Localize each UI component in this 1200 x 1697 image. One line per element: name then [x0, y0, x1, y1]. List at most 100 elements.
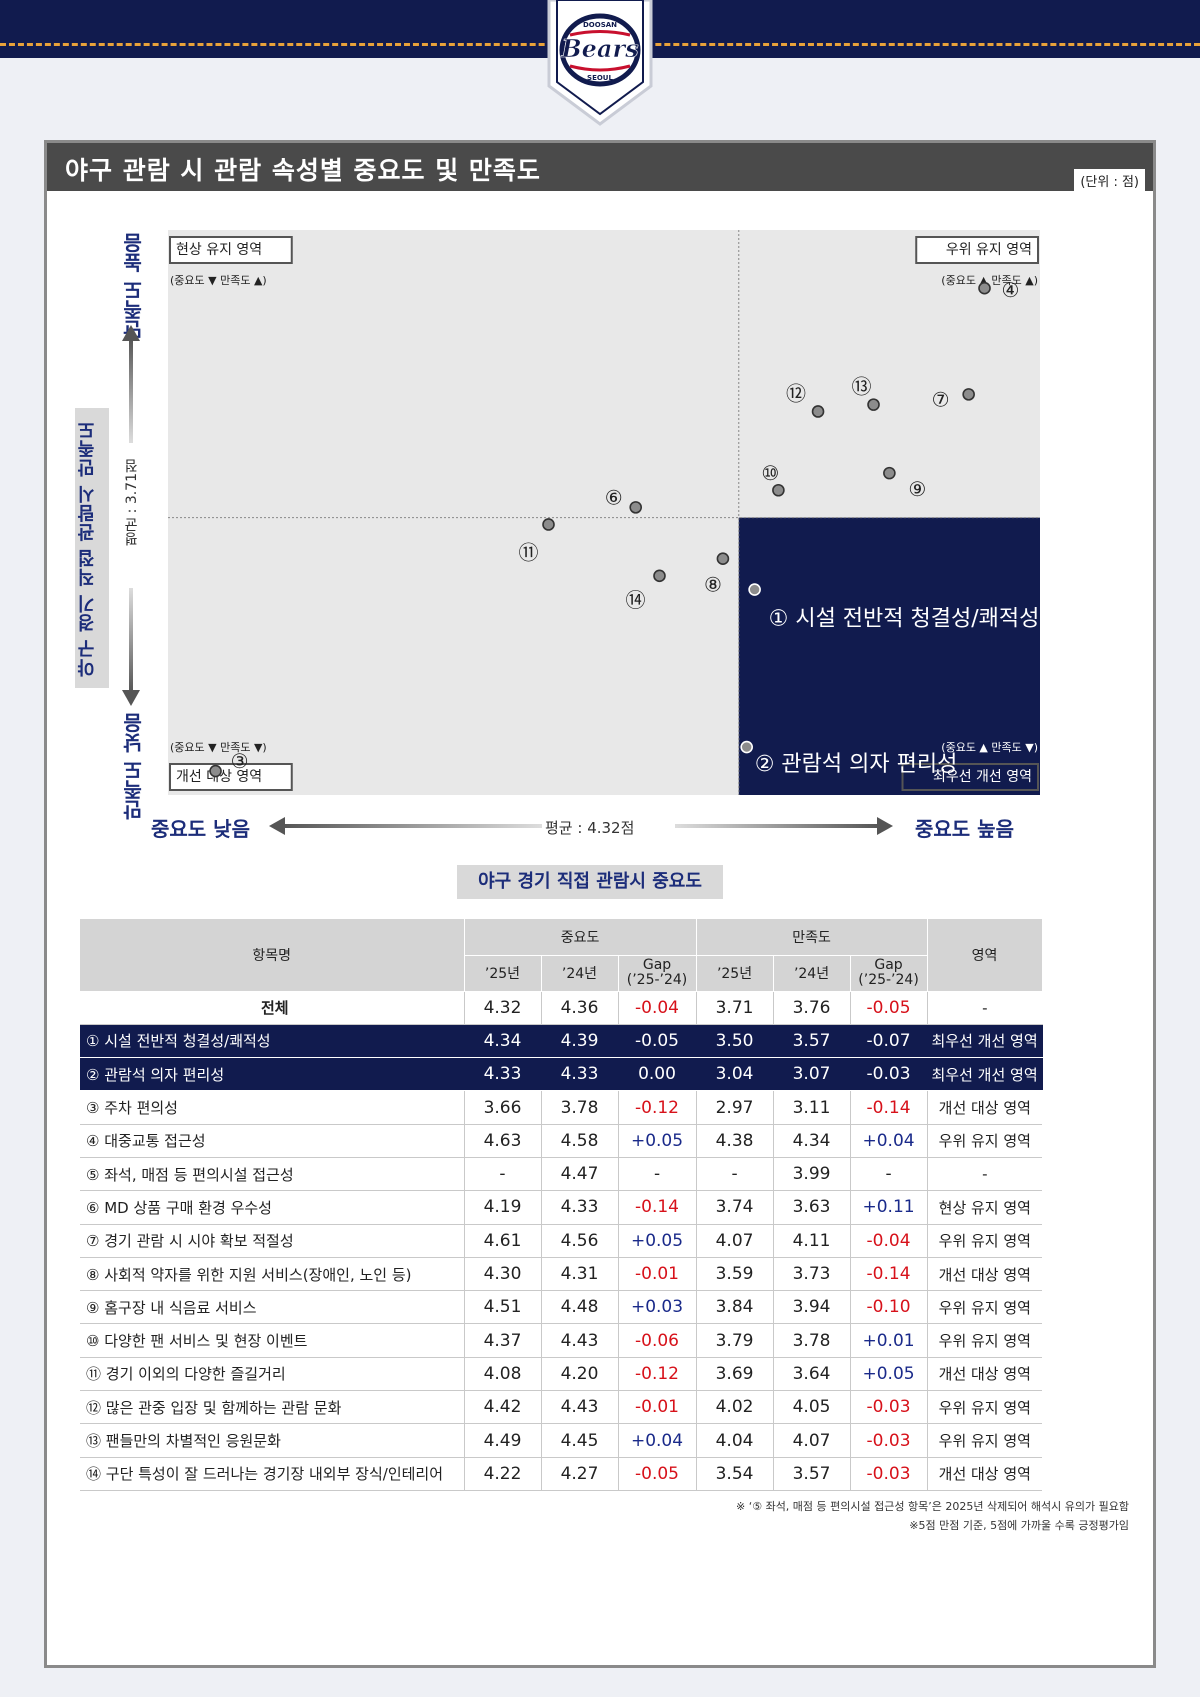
- cell-satisfaction-25: 3.04: [696, 1057, 774, 1092]
- x-low-label: 중요도 낮음: [151, 817, 250, 841]
- data-label-11: ⑫: [786, 381, 806, 405]
- footnotes: ※ ‘⑤ 좌석, 매점 등 편의시설 접근성 항목’은 2025년 삭제되어 해…: [736, 1497, 1129, 1535]
- quadrant-label-bottom-right: 최우선 개선 영역: [933, 769, 1032, 785]
- cell-importance-gap: -0.01: [618, 1390, 697, 1425]
- cell-satisfaction-gap: -: [850, 1157, 928, 1192]
- cell-satisfaction-25: 3.71: [696, 991, 774, 1025]
- data-label-9: ⑩: [761, 461, 779, 485]
- cell-importance-25: 4.63: [464, 1124, 542, 1158]
- cell-satisfaction-24: 3.76: [773, 991, 851, 1025]
- cell-importance-24: 4.43: [541, 1323, 619, 1358]
- data-point-12: [867, 398, 880, 411]
- table-row: ⑧ 사회적 약자를 위한 지원 서비스(장애인, 노인 등) 4.30 4.31 -0…: [80, 1257, 1043, 1292]
- data-point-4: [978, 281, 991, 295]
- cell-importance-24: 4.47: [541, 1157, 619, 1192]
- header-s25: ’25년: [696, 955, 774, 992]
- table-row: ① 시설 전반적 청결성/쾌적성 4.34 4.39 -0.05 3.50 3.57 -0.…: [80, 1024, 1043, 1059]
- cell-zone: 최우선 개선 영역: [927, 1024, 1043, 1059]
- data-label-12: ⑬: [852, 375, 872, 399]
- cell-name: ⑦ 경기 관람 시 시야 확보 적절성: [80, 1224, 465, 1258]
- table-row: ⑦ 경기 관람 시 시야 확보 적절성 4.61 4.56 +0.05 4.07 4.11…: [80, 1224, 1043, 1258]
- data-label-8: ⑨: [908, 477, 926, 501]
- cell-importance-gap: -0.12: [618, 1357, 697, 1392]
- cell-importance-25: 4.30: [464, 1257, 542, 1292]
- cell-satisfaction-gap: +0.11: [850, 1190, 928, 1225]
- header-i25: ’25년: [464, 955, 542, 992]
- cell-importance-25: 4.22: [464, 1457, 542, 1491]
- cell-zone: 우위 유지 영역: [927, 1390, 1043, 1425]
- cell-importance-24: 4.31: [541, 1257, 619, 1292]
- quadrant-sub-bottom-left: (중요도 ▼ 만족도 ▼): [170, 741, 267, 754]
- cell-satisfaction-gap: -0.03: [850, 1457, 928, 1491]
- table-row: ④ 대중교통 접근성 4.63 4.58 +0.05 4.38 4.34 +0.04 우위 유…: [80, 1124, 1043, 1158]
- data-point-3: [209, 764, 222, 778]
- data-label-5: ⑥: [605, 485, 623, 509]
- quadrant-label-bottom-left-box: [169, 763, 293, 791]
- cell-name: 전체: [80, 991, 465, 1025]
- header-igap-sub: (’25-’24): [626, 972, 688, 988]
- logo-bottom-text: SEOUL: [587, 74, 613, 82]
- x-axis-title: 야구 경기 직접 관람시 중요도: [457, 865, 723, 899]
- data-point-5: [629, 501, 643, 514]
- cell-satisfaction-25: 4.02: [696, 1390, 774, 1425]
- cell-zone: 최우선 개선 영역: [927, 1057, 1043, 1092]
- cell-name: ① 시설 전반적 청결성/쾌적성: [80, 1024, 465, 1059]
- cell-zone: 우위 유지 영역: [927, 1290, 1043, 1325]
- cell-satisfaction-25: 4.38: [696, 1124, 774, 1158]
- header-s24: ’24년: [773, 955, 851, 992]
- cell-importance-24: 4.58: [541, 1124, 619, 1158]
- cell-name: ⑨ 홈구장 내 식음료 서비스: [80, 1290, 465, 1325]
- cell-importance-25: 4.42: [464, 1390, 542, 1425]
- data-point-13: [653, 569, 666, 583]
- cell-importance-25: 4.19: [464, 1190, 542, 1225]
- x-arrow-left-line: [282, 824, 542, 828]
- header-satisfaction: 만족도: [696, 919, 928, 956]
- cell-satisfaction-gap: +0.01: [850, 1323, 928, 1358]
- cell-importance-gap: -0.05: [618, 1024, 697, 1059]
- cell-zone: 우위 유지 영역: [927, 1224, 1043, 1258]
- logo-name-text: Bears: [560, 34, 639, 63]
- cell-zone: 우위 유지 영역: [927, 1423, 1043, 1458]
- data-point-6: [962, 388, 975, 401]
- data-label-1: ① 시설 전반적 청결성/쾌적성: [769, 607, 1040, 632]
- cell-satisfaction-gap: -0.04: [850, 1224, 928, 1258]
- cell-satisfaction-24: 4.11: [773, 1224, 851, 1258]
- cell-satisfaction-25: 3.50: [696, 1024, 774, 1059]
- cell-zone: 우위 유지 영역: [927, 1124, 1043, 1158]
- scatter-chart: 현상 유지 영역 (중요도 ▼ 만족도 ▲) 우위 유지 영역 (중요도 ▲ 만족도 …: [122, 230, 1040, 835]
- table-row: ② 관람석 의자 편리성 4.33 4.33 0.00 3.04 3.07 -0.03 최우선…: [80, 1057, 1043, 1092]
- data-label-7: ⑧: [704, 573, 722, 597]
- cell-importance-25: 3.66: [464, 1090, 542, 1125]
- table-row: ⑨ 홈구장 내 식음료 서비스 4.51 4.48 +0.03 3.84 3.94 -0.1…: [80, 1290, 1043, 1325]
- cell-zone: -: [927, 991, 1043, 1025]
- frame-header: 야구 관람 시 관람 속성별 중요도 및 만족도 (단위 : 점): [47, 143, 1153, 192]
- data-label-13: ⑭: [625, 588, 645, 612]
- cell-satisfaction-gap: -0.10: [850, 1290, 928, 1325]
- table-row: ⑥ MD 상품 구매 환경 우수성 4.19 4.33 -0.14 3.74 3.63 +0…: [80, 1190, 1043, 1225]
- x-average-label: 평균 : 4.32점: [545, 819, 635, 837]
- cell-satisfaction-24: 4.05: [773, 1390, 851, 1425]
- cell-importance-gap: +0.04: [618, 1423, 697, 1458]
- cell-importance-25: 4.34: [464, 1024, 542, 1059]
- y-arrow-down-line: [129, 588, 133, 693]
- quadrant-sub-top-left: (중요도 ▼ 만족도 ▲): [170, 274, 267, 287]
- header-name: 항목명: [80, 919, 465, 992]
- cell-satisfaction-24: 3.94: [773, 1290, 851, 1325]
- cell-satisfaction-gap: +0.04: [850, 1124, 928, 1158]
- quadrant-label-top-left-box: [169, 236, 293, 264]
- cell-satisfaction-25: 3.59: [696, 1257, 774, 1292]
- cell-importance-24: 4.27: [541, 1457, 619, 1491]
- cell-zone: -: [927, 1157, 1043, 1192]
- header-igap: Gap (’25-’24): [618, 955, 697, 992]
- table-row: ⑫ 많은 관중 입장 및 함께하는 관람 문화 4.42 4.43 -0.01 4.02…: [80, 1390, 1043, 1425]
- cell-importance-gap: +0.05: [618, 1124, 697, 1158]
- footnote-1: ※ ‘⑤ 좌석, 매점 등 편의시설 접근성 항목’은 2025년 삭제되어 해…: [736, 1500, 1129, 1513]
- cell-importance-24: 4.39: [541, 1024, 619, 1059]
- quadrant-sub-bottom-right: (중요도 ▲ 만족도 ▼): [941, 741, 1038, 754]
- table-row: ⑬ 팬들만의 차별적인 응원문화 4.49 4.45 +0.04 4.04 4.07 -0.…: [80, 1423, 1043, 1458]
- data-point-9: [772, 483, 785, 497]
- cell-name: ④ 대중교통 접근성: [80, 1124, 465, 1158]
- cell-satisfaction-25: 4.07: [696, 1224, 774, 1258]
- data-label-4: ④: [1002, 278, 1020, 302]
- cell-satisfaction-gap: +0.05: [850, 1357, 928, 1392]
